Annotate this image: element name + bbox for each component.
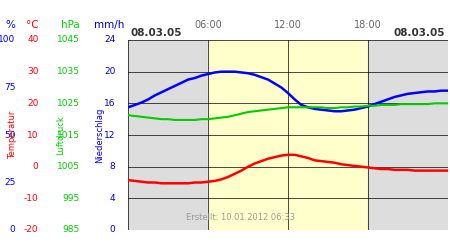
Text: 06:00: 06:00 <box>194 20 222 30</box>
Text: %: % <box>5 20 15 30</box>
Text: 24: 24 <box>104 36 115 44</box>
Text: 100: 100 <box>0 36 15 44</box>
Text: Temperatur: Temperatur <box>8 111 18 159</box>
Text: 40: 40 <box>27 36 39 44</box>
Text: Niederschlag: Niederschlag <box>95 107 104 163</box>
Text: 12:00: 12:00 <box>274 20 302 30</box>
Text: Luftdruck: Luftdruck <box>56 115 65 155</box>
Text: hPa: hPa <box>61 20 80 30</box>
Text: °C: °C <box>26 20 38 30</box>
Text: 0: 0 <box>33 162 39 171</box>
Text: 20: 20 <box>27 99 39 108</box>
Text: 20: 20 <box>104 67 115 76</box>
Text: 995: 995 <box>62 194 80 203</box>
Bar <box>128 40 208 230</box>
Text: 1005: 1005 <box>57 162 80 171</box>
Text: 10: 10 <box>27 130 39 140</box>
Text: Erstellt: 10.01.2012 06:33: Erstellt: 10.01.2012 06:33 <box>185 214 295 222</box>
Bar <box>208 40 368 230</box>
Text: 4: 4 <box>110 194 115 203</box>
Text: 1035: 1035 <box>57 67 80 76</box>
Text: 1015: 1015 <box>57 130 80 140</box>
Text: 08.03.05: 08.03.05 <box>394 28 446 38</box>
Text: 1025: 1025 <box>57 99 80 108</box>
Bar <box>368 40 448 230</box>
Text: -10: -10 <box>24 194 39 203</box>
Text: 8: 8 <box>110 162 115 171</box>
Text: 18:00: 18:00 <box>354 20 382 30</box>
Text: 50: 50 <box>4 130 15 140</box>
Text: 12: 12 <box>104 130 115 140</box>
Text: 75: 75 <box>4 83 15 92</box>
Text: 0: 0 <box>9 226 15 234</box>
Text: 16: 16 <box>104 99 115 108</box>
Text: 30: 30 <box>27 67 39 76</box>
Text: 25: 25 <box>4 178 15 187</box>
Text: 1045: 1045 <box>57 36 80 44</box>
Text: 985: 985 <box>62 226 80 234</box>
Text: 08.03.05: 08.03.05 <box>130 28 182 38</box>
Text: 0: 0 <box>110 226 115 234</box>
Text: mm/h: mm/h <box>94 20 124 30</box>
Text: -20: -20 <box>24 226 39 234</box>
